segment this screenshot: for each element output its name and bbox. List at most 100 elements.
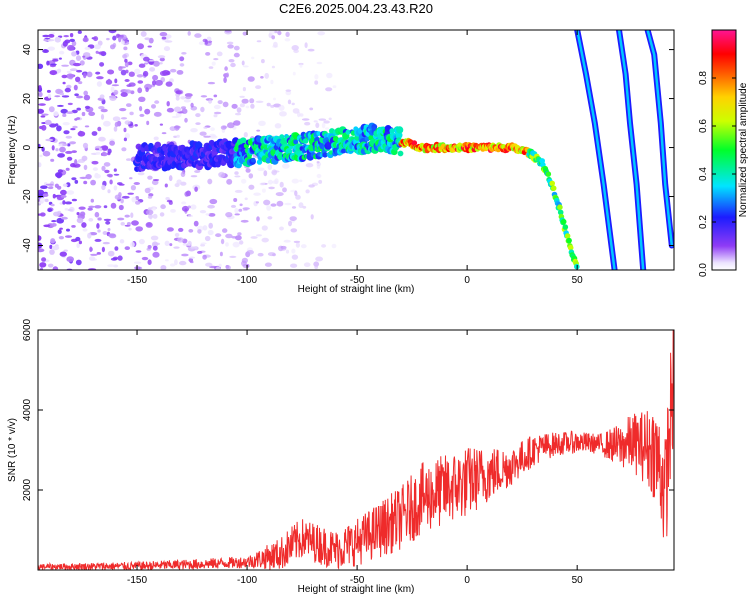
- noise-speckle: [120, 117, 128, 120]
- noise-speckle: [53, 111, 59, 117]
- noise-speckle: [113, 173, 120, 176]
- noise-speckle: [170, 209, 176, 213]
- noise-speckle: [82, 228, 88, 232]
- noise-speckle: [168, 200, 173, 205]
- noise-speckle: [97, 217, 102, 221]
- y-tick-label: 40: [22, 44, 33, 56]
- noise-speckle: [207, 204, 215, 209]
- noise-speckle: [109, 179, 113, 185]
- noise-speckle: [100, 108, 108, 113]
- noise-speckle: [82, 37, 89, 43]
- noise-speckle: [57, 229, 62, 234]
- noise-speckle: [153, 60, 160, 67]
- snr-frame: [37, 329, 675, 571]
- noise-speckle: [72, 62, 81, 67]
- snr-x-ticks: -150 -100 -50 0 50: [127, 330, 583, 586]
- noise-speckle: [134, 68, 141, 75]
- noise-speckle: [43, 39, 48, 42]
- noise-speckle: [264, 72, 270, 79]
- noise-speckle: [150, 235, 159, 241]
- noise-speckle: [209, 265, 217, 269]
- noise-speckle: [208, 66, 214, 69]
- noise-speckle: [136, 74, 144, 78]
- noise-speckle: [84, 46, 91, 50]
- noise-speckle: [166, 70, 171, 76]
- noise-speckle: [178, 227, 184, 232]
- noise-speckle: [66, 73, 74, 79]
- noise-speckle: [284, 38, 291, 42]
- noise-speckle: [200, 242, 207, 245]
- noise-speckle: [146, 120, 150, 126]
- noise-speckle: [208, 99, 213, 104]
- noise-speckle: [96, 223, 100, 229]
- noise-speckle: [38, 63, 44, 69]
- noise-speckle: [263, 170, 268, 177]
- noise-speckle: [293, 240, 301, 244]
- noise-speckle: [189, 260, 194, 264]
- noise-speckle: [147, 175, 153, 180]
- noise-speckle: [270, 104, 275, 108]
- noise-speckle: [98, 147, 103, 152]
- noise-speckle: [107, 78, 111, 85]
- noise-speckle: [69, 68, 78, 72]
- noise-speckle: [145, 87, 149, 93]
- noise-speckle: [314, 264, 319, 270]
- noise-speckle: [321, 244, 327, 248]
- noise-speckle: [236, 107, 242, 113]
- noise-speckle: [290, 263, 298, 268]
- noise-speckle: [181, 108, 188, 114]
- noise-speckle: [244, 197, 248, 201]
- noise-speckle: [301, 118, 310, 121]
- noise-speckle: [40, 115, 46, 118]
- noise-speckle: [159, 62, 163, 65]
- noise-speckle: [62, 183, 68, 187]
- noise-speckle: [122, 54, 127, 59]
- noise-speckle: [230, 62, 236, 68]
- noise-speckle: [321, 122, 326, 129]
- noise-speckle: [298, 202, 304, 209]
- noise-speckle: [279, 111, 287, 117]
- noise-speckle: [38, 108, 45, 114]
- noise-speckle: [109, 140, 115, 146]
- trace-blob: [557, 209, 564, 216]
- noise-speckle: [260, 76, 264, 79]
- noise-speckle: [255, 85, 262, 89]
- noise-speckle: [87, 207, 93, 211]
- noise-speckle: [287, 99, 292, 105]
- noise-speckle: [233, 45, 240, 51]
- noise-speckle: [211, 61, 216, 66]
- noise-speckle: [200, 95, 208, 98]
- noise-speckle: [57, 153, 65, 158]
- noise-speckle: [203, 135, 211, 138]
- trace-blob: [564, 233, 571, 239]
- noise-speckle: [142, 70, 149, 77]
- noise-speckle: [107, 69, 115, 75]
- noise-speckle: [239, 95, 245, 98]
- noise-speckle: [250, 103, 255, 109]
- noise-speckle: [170, 68, 177, 73]
- noise-speckle: [176, 179, 182, 185]
- noise-speckle: [282, 187, 287, 193]
- noise-speckle: [159, 70, 168, 76]
- noise-speckle: [289, 216, 297, 222]
- noise-speckle: [118, 183, 125, 186]
- noise-speckle: [74, 93, 79, 96]
- noise-speckle: [173, 246, 180, 249]
- noise-speckle: [94, 205, 102, 209]
- noise-speckle: [207, 81, 216, 85]
- trace-blob: [396, 126, 404, 134]
- noise-speckle: [185, 95, 192, 100]
- noise-speckle: [104, 169, 110, 174]
- noise-speckle: [113, 168, 117, 172]
- noise-speckle: [152, 245, 158, 251]
- spectrogram-y-label: Frequency (Hz): [7, 116, 18, 185]
- noise-speckle: [42, 34, 50, 38]
- noise-speckle: [78, 206, 86, 210]
- noise-speckle: [94, 211, 100, 218]
- noise-speckle: [47, 46, 55, 51]
- noise-speckle: [308, 184, 315, 188]
- streak-core: [575, 30, 616, 270]
- noise-speckle: [130, 241, 135, 248]
- noise-speckle: [229, 255, 237, 258]
- noise-speckle: [65, 235, 72, 238]
